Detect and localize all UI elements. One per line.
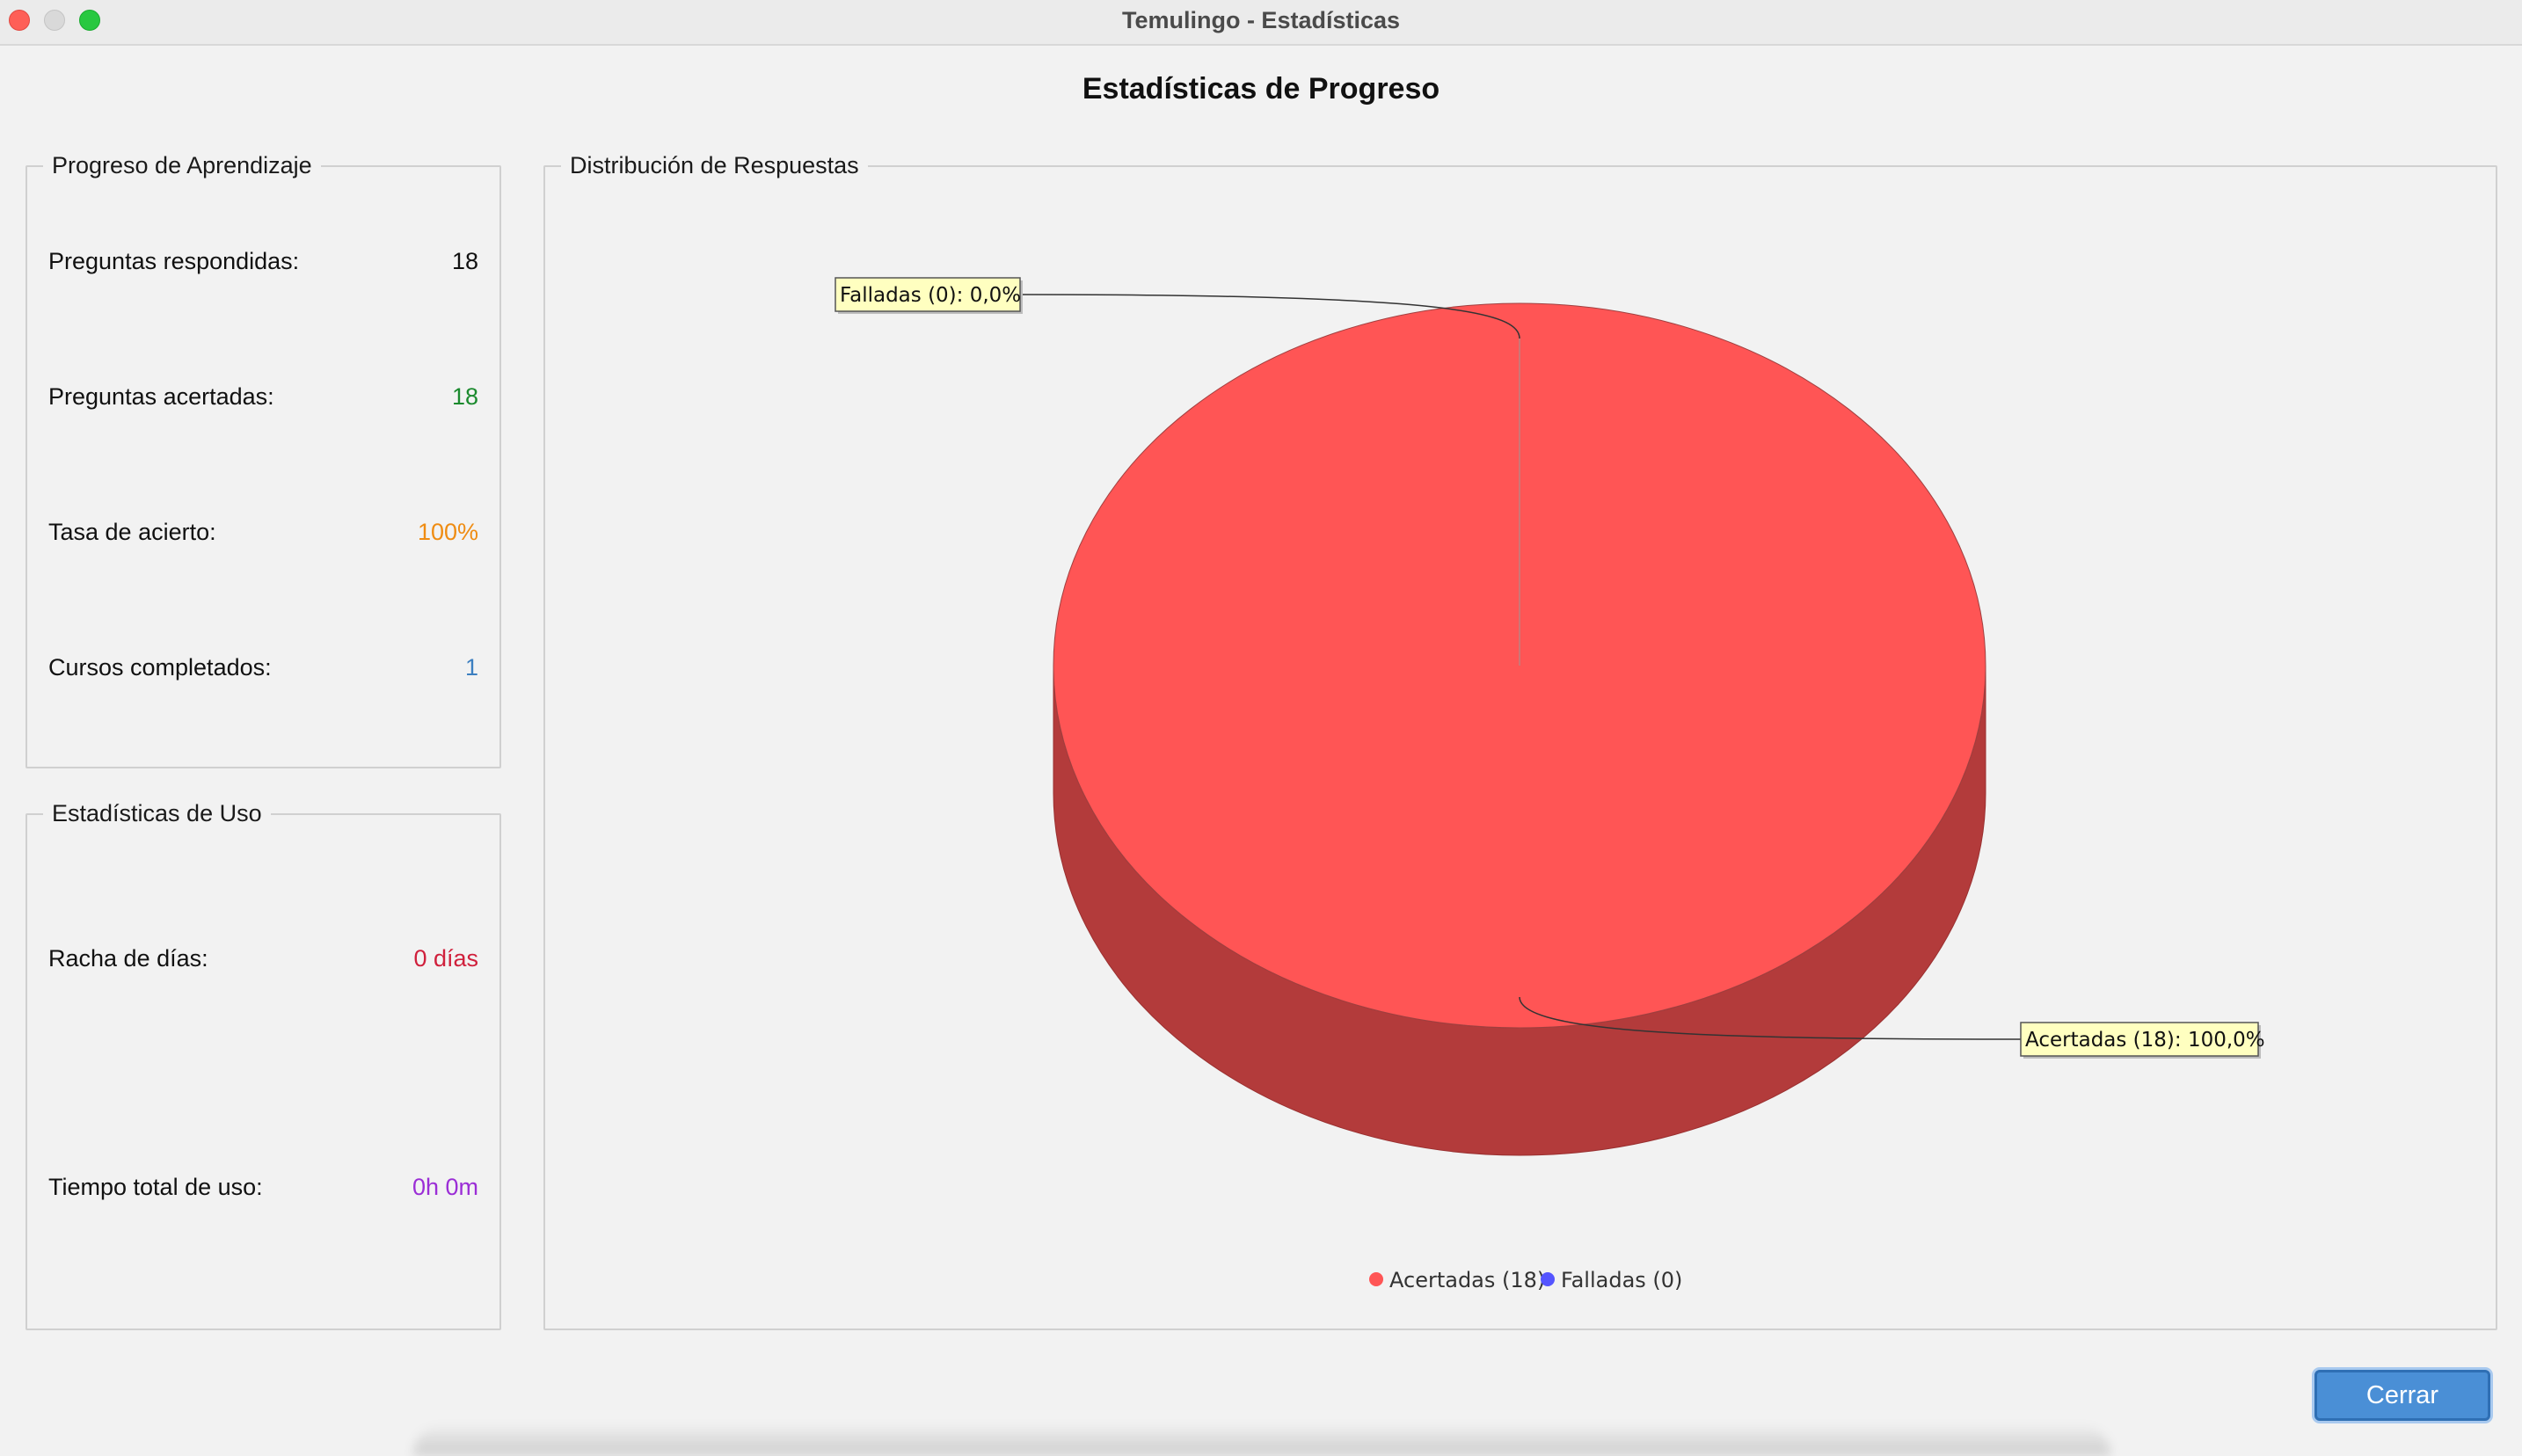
stat-value-correct: 18 <box>451 383 478 410</box>
usage-panel-title: Estadísticas de Uso <box>43 800 271 827</box>
stat-label: Racha de días: <box>48 945 208 972</box>
title-bar: Temulingo - Estadísticas <box>0 0 2522 46</box>
progress-panel: Progreso de Aprendizaje Preguntas respon… <box>26 152 501 768</box>
legend-swatch-acertadas <box>1369 1272 1383 1286</box>
stat-value-streak: 0 días <box>413 945 478 972</box>
pie-slice-label: Falladas (0): 0,0% <box>840 284 1021 307</box>
stat-row-correct: Preguntas acertadas: 18 <box>48 383 478 419</box>
legend-label-acertadas: Acertadas (18) <box>1389 1268 1545 1292</box>
window-shadow <box>413 1424 2110 1456</box>
stat-label: Tiempo total de uso: <box>48 1174 263 1200</box>
stat-row-courses: Cursos completados: 1 <box>48 654 478 689</box>
stat-row-usage-time: Tiempo total de uso: 0h 0m <box>48 1174 478 1209</box>
stat-row-rate: Tasa de acierto: 100% <box>48 519 478 554</box>
window-close-icon[interactable] <box>9 10 30 31</box>
stat-value-answered: 18 <box>451 248 478 274</box>
window-title: Temulingo - Estadísticas <box>1121 7 1401 33</box>
usage-panel: Estadísticas de Uso Racha de días: 0 día… <box>26 800 501 1330</box>
stat-value-rate: 100% <box>417 519 478 545</box>
pie-label-box <box>835 277 1021 312</box>
chart-panel-title: Distribución de Respuestas <box>561 152 868 179</box>
stat-label: Cursos completados: <box>48 654 272 681</box>
window-minimize-icon[interactable] <box>44 10 65 31</box>
chart-panel: Distribución de Respuestas <box>543 152 2497 1330</box>
window-maximize-icon[interactable] <box>79 10 100 31</box>
stat-label: Preguntas respondidas: <box>48 248 300 274</box>
stat-value-courses: 1 <box>464 654 478 681</box>
close-button[interactable]: Cerrar <box>2314 1370 2490 1421</box>
pie-label-box <box>2020 1022 2259 1057</box>
page-title: Estadísticas de Progreso <box>1082 72 1440 106</box>
stat-label: Tasa de acierto: <box>48 519 216 545</box>
stat-label: Preguntas acertadas: <box>48 383 274 410</box>
legend-label-falladas: Falladas (0) <box>1561 1268 1682 1292</box>
legend-swatch-falladas <box>1541 1272 1555 1286</box>
pie-label-link <box>1519 996 2022 1040</box>
progress-panel-title: Progreso de Aprendizaje <box>43 152 321 179</box>
pie-legend: Acertadas (18) Falladas (0) <box>1369 1268 1682 1292</box>
stat-row-streak: Racha de días: 0 días <box>48 945 478 980</box>
pie-slice-label: Acertadas (18): 100,0% <box>2025 1029 2265 1052</box>
stat-value-usage-time: 0h 0m <box>412 1174 478 1200</box>
stat-row-answered: Preguntas respondidas: 18 <box>48 248 478 283</box>
pie-label-link <box>1019 294 1520 339</box>
